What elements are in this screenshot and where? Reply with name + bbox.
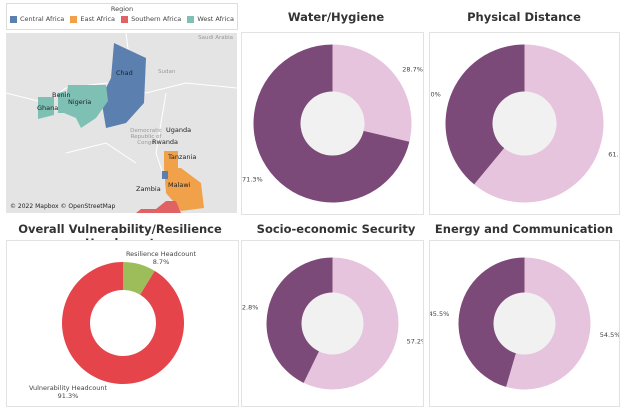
slice-label: 45.5% xyxy=(430,310,449,318)
legend-label: Southern Africa xyxy=(131,15,182,23)
country-label[interactable]: Malawi xyxy=(168,181,191,189)
country-label[interactable]: Nigeria xyxy=(68,98,92,106)
legend-label: East Africa xyxy=(80,15,116,23)
slice-label: 91.3% xyxy=(58,392,79,400)
energy-communication-donut: 54.5% 45.5% xyxy=(429,257,620,390)
swatch-icon xyxy=(10,15,17,23)
legend-item-central-africa[interactable]: Central Africa xyxy=(10,15,64,23)
legend-label: Central Africa xyxy=(20,15,65,23)
zambia-shape xyxy=(136,201,181,213)
geo-label: Saudi Arabia xyxy=(198,35,233,41)
slice-label: 71.3% xyxy=(242,176,263,184)
legend-title: Region xyxy=(110,5,134,13)
donut-hole xyxy=(300,91,365,156)
tanzania-shape xyxy=(164,168,204,211)
swatch-icon xyxy=(187,15,195,23)
ghana-shape xyxy=(38,97,54,119)
socio-economic-panel: 57.2% 42.8% xyxy=(238,240,427,407)
donut-hole xyxy=(492,91,557,156)
energy-communication-panel: 54.5% 45.5% xyxy=(429,240,620,407)
slice-label: Resilience Headcount xyxy=(126,250,197,258)
physical-distance-donut: 61.0% 39.0% xyxy=(420,44,626,203)
country-label[interactable]: Zambia xyxy=(136,185,161,193)
slice-label: 57.2% xyxy=(407,338,423,346)
legend-item-east-africa[interactable]: East Africa xyxy=(70,15,115,23)
region-legend: Region Central Africa East Africa Southe… xyxy=(6,3,238,30)
swatch-icon xyxy=(70,15,78,23)
socio-economic-donut: 57.2% 42.8% xyxy=(238,257,427,390)
donut-slice[interactable] xyxy=(445,44,525,185)
country-label[interactable]: Ghana xyxy=(37,104,59,112)
chart-title: Energy and Communication xyxy=(434,222,614,236)
water-hygiene-donut: 28.7% 71.3% xyxy=(242,44,423,203)
chart-title: Water/Hygiene xyxy=(287,10,385,24)
uganda-shape xyxy=(164,151,178,168)
country-label[interactable]: Chad xyxy=(116,69,133,77)
slice-label: 8.7% xyxy=(153,258,170,266)
map-shapes xyxy=(6,33,237,213)
country-label[interactable]: Rwanda xyxy=(152,138,179,146)
chart-title: Socio-economic Security xyxy=(256,222,416,236)
slice-label: 42.8% xyxy=(242,303,258,311)
legend-label: West Africa xyxy=(197,15,234,23)
donut-hole xyxy=(301,292,364,355)
benin-shape xyxy=(58,91,66,113)
geo-label: Sudan xyxy=(158,69,176,75)
country-label[interactable]: Benin xyxy=(52,91,71,99)
geo-label: Democratic Republic of Congo xyxy=(130,128,162,146)
slice-label: 28.7% xyxy=(402,65,423,73)
legend-item-west-africa[interactable]: West Africa xyxy=(187,15,234,23)
chad-shape xyxy=(101,43,146,128)
africa-map[interactable]: Saudi Arabia Sudan Democratic Republic o… xyxy=(6,33,237,213)
slice-label: 39.0% xyxy=(430,90,441,98)
physical-distance-panel: 61.0% 39.0% xyxy=(420,32,626,215)
legend-item-southern-africa[interactable]: Southern Africa xyxy=(121,15,181,23)
donut-hole xyxy=(90,290,156,356)
rwanda-shape xyxy=(162,171,168,179)
water-hygiene-panel: 28.7% 71.3% xyxy=(241,32,424,215)
donut-slice[interactable] xyxy=(458,257,525,387)
donut-slice[interactable] xyxy=(266,257,333,383)
swatch-icon xyxy=(121,15,129,23)
slice-label: 61.0% xyxy=(608,151,619,159)
vulnerability-panel: Resilience Headcount 8.7% Vulnerability He… xyxy=(6,240,239,407)
slice-label: 54.5% xyxy=(600,331,619,339)
nigeria-shape xyxy=(64,85,108,128)
map-attribution[interactable]: © 2022 Mapbox © OpenStreetMap xyxy=(10,203,116,210)
chart-title: Physical Distance xyxy=(467,10,581,24)
country-label[interactable]: Tanzania xyxy=(168,153,197,161)
donut-hole xyxy=(493,292,556,355)
slice-label: Vulnerability Headcount xyxy=(29,384,107,392)
country-label[interactable]: Uganda xyxy=(166,126,192,134)
